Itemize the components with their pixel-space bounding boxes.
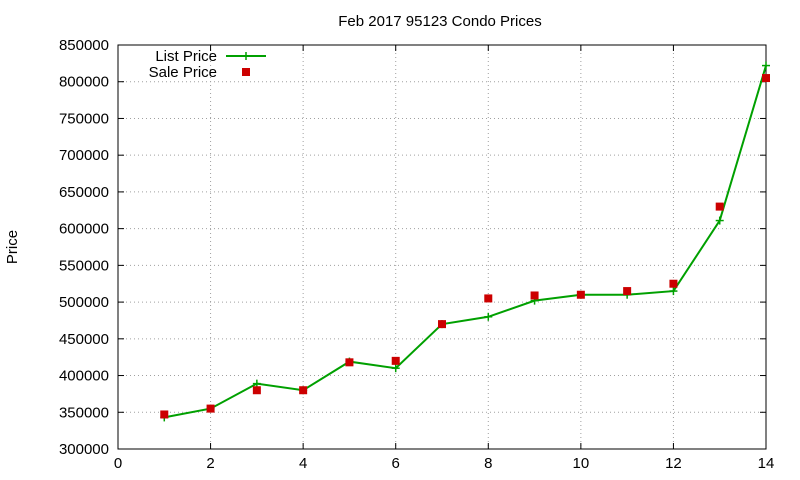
grid xyxy=(118,45,766,449)
sale-price-point xyxy=(484,294,493,303)
x-tick-label: 0 xyxy=(114,455,122,472)
x-tick-label: 8 xyxy=(484,455,492,472)
x-tick-label: 2 xyxy=(206,455,214,472)
y-tick-label: 650000 xyxy=(59,184,109,201)
sale-price-point xyxy=(715,202,724,211)
plot-border xyxy=(117,44,767,450)
x-tick-label: 10 xyxy=(573,455,590,472)
sale-price-point xyxy=(530,291,539,300)
chart-title: Feb 2017 95123 Condo Prices xyxy=(338,13,541,30)
x-tick-label: 6 xyxy=(392,455,400,472)
legend-label-sale-price: Sale Price xyxy=(149,64,217,81)
y-axis-label: Price xyxy=(4,230,21,264)
sale-price-point xyxy=(252,386,261,395)
series-layer xyxy=(160,61,770,422)
axes: 300000 350000 400000 450000 500000 550000 6000… xyxy=(59,37,774,472)
sale-price-point xyxy=(623,287,632,296)
y-tick-label: 750000 xyxy=(59,110,109,127)
legend-swatch-plus xyxy=(242,52,250,60)
list-price-point xyxy=(715,216,724,225)
sale-price-point xyxy=(762,74,770,83)
list-price-point xyxy=(484,312,493,321)
series-list-price xyxy=(160,61,770,422)
list-price-line xyxy=(164,65,767,419)
x-tick-label: 4 xyxy=(299,455,307,472)
y-tick-label: 500000 xyxy=(59,294,109,311)
sale-price-point xyxy=(391,356,400,365)
series-sale-price xyxy=(160,74,770,419)
sale-price-point xyxy=(160,410,169,419)
sale-price-point xyxy=(299,386,308,395)
sale-price-point xyxy=(438,320,446,329)
y-tick-label: 400000 xyxy=(59,368,109,385)
x-tick-label: 14 xyxy=(758,455,775,472)
y-tick-label: 450000 xyxy=(59,331,109,348)
sale-price-point xyxy=(669,279,678,288)
y-tick-label: 350000 xyxy=(59,404,109,421)
legend-swatch-square xyxy=(242,68,250,76)
list-price-point xyxy=(762,61,770,70)
y-tick-label: 800000 xyxy=(59,74,109,91)
sale-price-point xyxy=(206,404,215,413)
list-price-point xyxy=(391,364,400,373)
x-tick-label: 12 xyxy=(665,455,682,472)
y-tick-label: 700000 xyxy=(59,147,109,164)
y-tick-label: 550000 xyxy=(59,257,109,274)
sale-price-point xyxy=(345,358,354,367)
y-tick-label: 300000 xyxy=(59,441,109,458)
y-tick-label: 850000 xyxy=(59,37,109,54)
legend-label-list-price: List Price xyxy=(155,48,217,65)
sale-price-point xyxy=(576,290,585,299)
list-price-point xyxy=(669,287,678,296)
y-tick-label: 600000 xyxy=(59,221,109,238)
